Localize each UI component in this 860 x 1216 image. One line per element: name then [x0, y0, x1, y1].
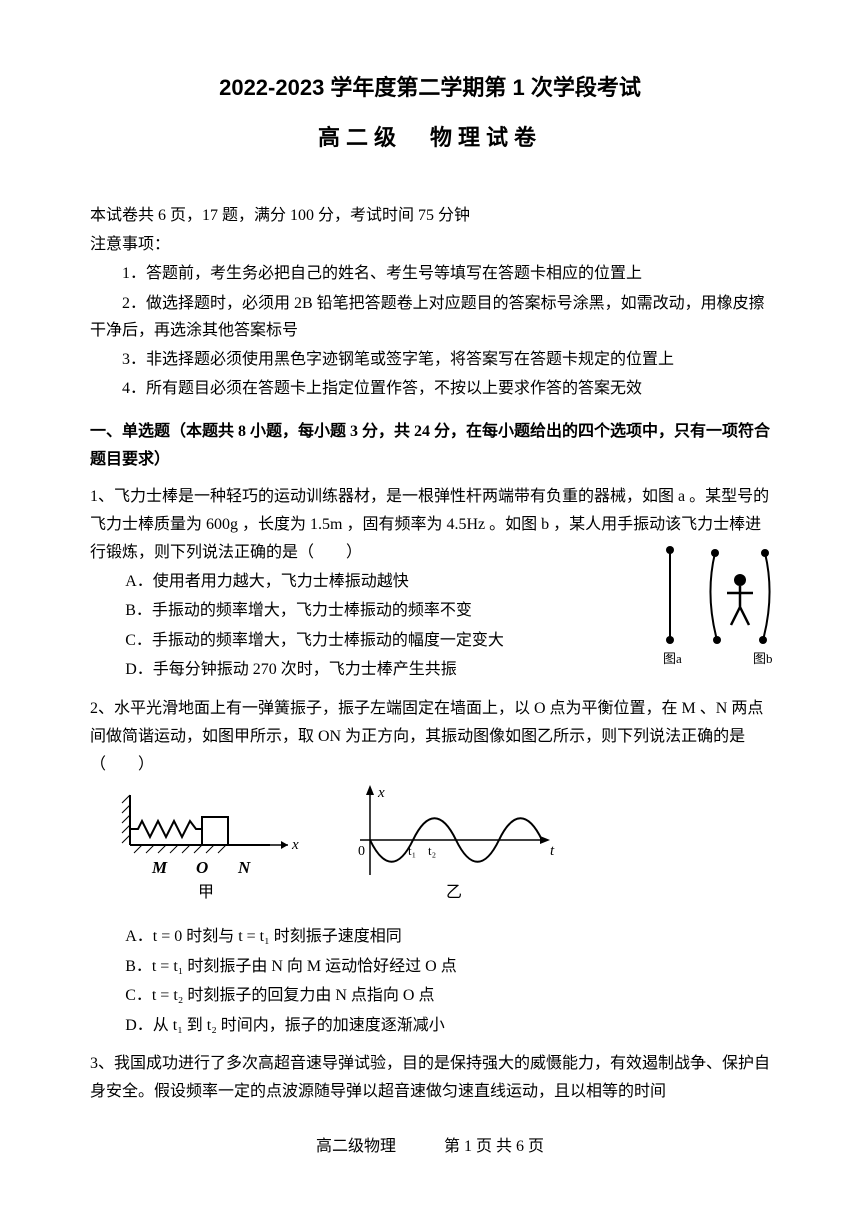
- q2-option-a: A．t = 0 时刻与 t = t₁ 时刻振子速度相同: [125, 922, 770, 952]
- q2-stem: 2、水平光滑地面上有一弹簧振子，振子左端固定在墙面上，以 O 点为平衡位置，在 …: [90, 695, 770, 779]
- fig-jia: x M O N 甲: [122, 795, 299, 901]
- fig-yi: x t 0 t₁ t₂ 乙: [358, 785, 555, 901]
- exam-title-line1: 2022-2023 学年度第二学期第 1 次学段考试: [90, 70, 770, 102]
- svg-text:t₂: t₂: [428, 843, 436, 858]
- notice-item: 4．所有题目必须在答题卡上指定位置作答，不按以上要求作答的答案无效: [90, 375, 770, 402]
- question-1: 1、飞力士棒是一种轻巧的运动训练器材，是一根弹性杆两端带有负重的器械，如图 a …: [90, 483, 770, 685]
- section-1-heading: 一、单选题（本题共 8 小题，每小题 3 分，共 24 分，在每小题给出的四个选…: [90, 418, 770, 472]
- question-3: 3、我国成功进行了多次高超音速导弹试验，目的是保持强大的威慑能力，有效遏制战争、…: [90, 1050, 770, 1106]
- svg-text:乙: 乙: [446, 884, 462, 901]
- svg-text:N: N: [237, 858, 251, 877]
- svg-text:x: x: [291, 837, 299, 853]
- exam-info: 本试卷共 6 页，17 题，满分 100 分，考试时间 75 分钟: [90, 202, 770, 229]
- q2-option-c: C．t = t₂ 时刻振子的回复力由 N 点指向 O 点: [125, 981, 770, 1011]
- footer-left: 高二级物理: [316, 1138, 396, 1155]
- question-2: 2、水平光滑地面上有一弹簧振子，振子左端固定在墙面上，以 O 点为平衡位置，在 …: [90, 695, 770, 1040]
- exam-title-line2: 高二级 物理试卷: [90, 120, 770, 152]
- svg-text:0: 0: [358, 844, 365, 859]
- page-footer: 高二级物理 第 1 页 共 6 页: [0, 1132, 860, 1156]
- q2-option-b: B．t = t₁ 时刻振子由 N 向 M 运动恰好经过 O 点: [125, 952, 770, 982]
- notice-item: 2．做选择题时，必须用 2B 铅笔把答题卷上对应题目的答案标号涂黑，如需改动，用…: [90, 290, 770, 344]
- svg-text:x: x: [377, 785, 385, 801]
- flexi-bar-icon: 图a 图b: [645, 545, 800, 675]
- svg-text:t: t: [550, 843, 555, 859]
- svg-text:M: M: [151, 858, 168, 877]
- footer-right: 第 1 页 共 6 页: [444, 1138, 544, 1155]
- svg-text:甲: 甲: [198, 884, 214, 901]
- svg-text:t₁: t₁: [408, 843, 416, 858]
- notice-heading: 注意事项：: [90, 231, 770, 258]
- fig-a-label: 图a: [663, 651, 682, 666]
- q2-option-d: D．从 t₁ 到 t₂ 时间内，振子的加速度逐渐减小: [125, 1011, 770, 1041]
- q3-stem: 3、我国成功进行了多次高超音速导弹试验，目的是保持强大的威慑能力，有效遏制战争、…: [90, 1050, 770, 1106]
- fig-b-label: 图b: [753, 651, 773, 666]
- notice-item: 3．非选择题必须使用黑色字迹钢笔或签字笔，将答案写在答题卡规定的位置上: [90, 346, 770, 373]
- notice-item: 1．答题前，考生务必把自己的姓名、考生号等填写在答题卡相应的位置上: [90, 260, 770, 287]
- svg-text:O: O: [196, 858, 208, 877]
- q1-figure: 图a 图b: [645, 545, 800, 685]
- q2-figures-svg: x M O N 甲 x t 0: [120, 785, 560, 910]
